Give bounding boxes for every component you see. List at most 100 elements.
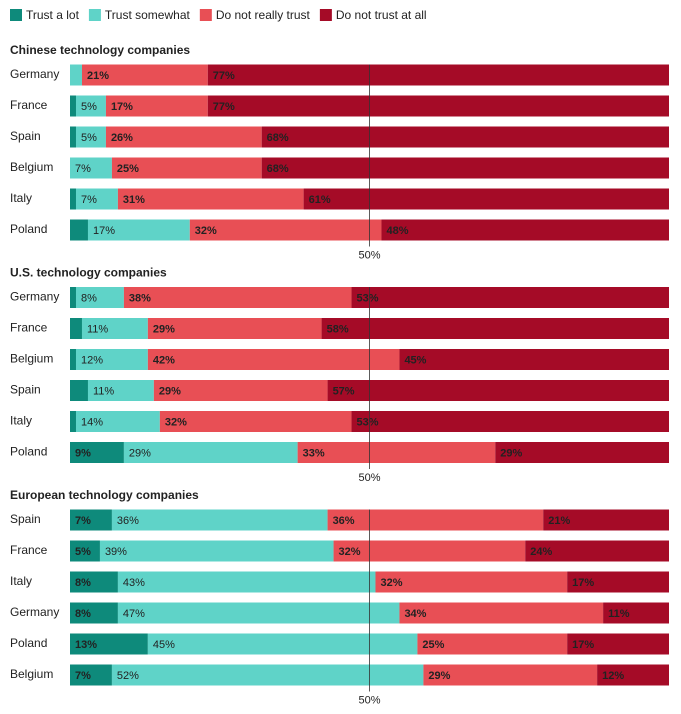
value-label: 32% <box>195 225 217 237</box>
category-label: Belgium <box>10 352 53 366</box>
value-label: 7% <box>75 515 91 527</box>
value-label: 8% <box>75 608 91 620</box>
value-label: 36% <box>117 515 139 527</box>
bar-segment <box>423 664 598 686</box>
value-label: 32% <box>380 577 402 589</box>
value-label: 53% <box>357 292 379 304</box>
bar-segment <box>117 188 304 210</box>
value-label: 13% <box>75 639 97 651</box>
bar-segment <box>75 126 106 148</box>
value-label: 45% <box>404 354 426 366</box>
value-label: 58% <box>327 323 349 335</box>
legend-label: Do not trust at all <box>336 8 427 22</box>
bar-segment <box>87 219 190 241</box>
legend-label: Do not really trust <box>216 8 311 22</box>
bar-segment <box>525 540 669 562</box>
bar-segment <box>567 633 669 655</box>
category-label: Germany <box>10 67 59 81</box>
value-label: 7% <box>75 163 91 175</box>
bar-segment <box>117 571 376 593</box>
reference-label: 50% <box>358 472 380 484</box>
panel-title: U.S. technology companies <box>10 266 167 280</box>
value-label: 11% <box>608 608 630 620</box>
value-label: 29% <box>129 447 151 459</box>
bar-segment <box>70 380 88 401</box>
bar-segment <box>333 540 526 562</box>
bar-segment <box>111 509 328 531</box>
bar-segment <box>70 126 76 148</box>
bar-segment <box>111 664 424 686</box>
bar-segment <box>70 349 76 370</box>
bar-segment <box>159 411 352 432</box>
value-label: 31% <box>123 194 145 206</box>
value-label: 24% <box>530 546 552 558</box>
bar-segment <box>261 157 669 179</box>
value-label: 32% <box>165 416 187 428</box>
bar-segment <box>81 318 148 339</box>
bar-segment <box>105 126 262 148</box>
category-label: Italy <box>10 414 32 428</box>
bar-segment <box>351 411 669 432</box>
value-label: 12% <box>602 670 624 682</box>
bar-segment <box>70 188 76 210</box>
value-label: 68% <box>267 163 289 175</box>
category-label: France <box>10 543 48 557</box>
value-label: 29% <box>428 670 450 682</box>
value-label: 45% <box>153 639 175 651</box>
bar-segment <box>70 219 88 241</box>
panel-title: Chinese technology companies <box>10 43 190 57</box>
bar-segment <box>70 509 112 531</box>
reference-label: 50% <box>358 694 380 706</box>
bar-segment <box>70 442 124 463</box>
value-label: 32% <box>339 546 361 558</box>
category-label: Spain <box>10 383 41 397</box>
value-label: 21% <box>548 515 570 527</box>
bar-segment <box>75 287 124 308</box>
category-label: Spain <box>10 129 41 143</box>
value-label: 33% <box>303 447 325 459</box>
value-label: 29% <box>153 323 175 335</box>
category-label: Belgium <box>10 160 53 174</box>
bar-segment <box>70 157 112 179</box>
bar-segment <box>70 318 82 339</box>
value-label: 5% <box>81 132 97 144</box>
bar-segment <box>207 64 669 86</box>
bar-segment <box>70 411 76 432</box>
value-label: 12% <box>81 354 103 366</box>
bar-segment <box>147 318 322 339</box>
value-label: 68% <box>267 132 289 144</box>
legend-swatch <box>319 9 332 21</box>
bar-segment <box>261 126 669 148</box>
category-label: Germany <box>10 605 59 619</box>
value-label: 17% <box>93 225 115 237</box>
bar-segment <box>70 602 118 624</box>
bar-segment <box>297 442 496 463</box>
value-label: 38% <box>129 292 151 304</box>
value-label: 47% <box>123 608 145 620</box>
bar-segment <box>153 380 328 401</box>
value-label: 36% <box>333 515 355 527</box>
value-label: 52% <box>117 670 139 682</box>
bar-segment <box>75 95 106 117</box>
bar-segment <box>111 157 262 179</box>
value-label: 42% <box>153 354 175 366</box>
bar-segment <box>87 380 154 401</box>
bar-segment <box>75 188 118 210</box>
value-label: 25% <box>117 163 139 175</box>
panel-title: European technology companies <box>10 488 199 502</box>
bar-segment <box>70 64 82 86</box>
value-label: 17% <box>572 639 594 651</box>
value-label: 14% <box>81 416 103 428</box>
bar-segment <box>105 95 208 117</box>
value-label: 77% <box>213 101 235 113</box>
bar-segment <box>399 602 604 624</box>
value-label: 43% <box>123 577 145 589</box>
value-label: 29% <box>500 447 522 459</box>
bar-segment <box>75 349 148 370</box>
value-label: 77% <box>213 70 235 82</box>
value-label: 53% <box>357 416 379 428</box>
value-label: 21% <box>87 70 109 82</box>
category-label: Germany <box>10 290 59 304</box>
reference-label: 50% <box>358 249 380 261</box>
